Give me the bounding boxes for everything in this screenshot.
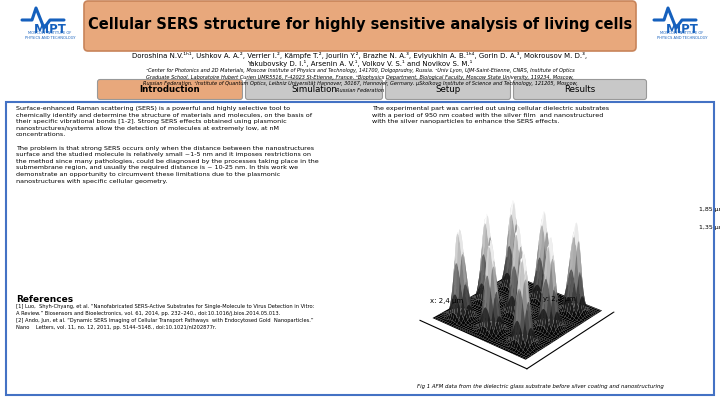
Text: ¹Center for Photonics and 2D Materials, Moscow Institute of Physics and Technolo: ¹Center for Photonics and 2D Materials, … [143, 68, 577, 93]
Text: 1,35 μm: 1,35 μm [699, 224, 720, 230]
FancyBboxPatch shape [97, 79, 243, 100]
Text: [2] Ando, Jun, et al. “Dynamic SERS Imaging of Cellular Transport Pathways  with: [2] Ando, Jun, et al. “Dynamic SERS Imag… [16, 318, 313, 330]
Text: MIPT: MIPT [665, 23, 698, 36]
FancyBboxPatch shape [385, 79, 510, 100]
Text: Simulation: Simulation [291, 85, 337, 94]
Text: The experimental part was carried out using cellular dielectric substrates
with : The experimental part was carried out us… [372, 106, 609, 124]
Text: Doroshina N.V.¹ʰ¹, Ushkov A. A.², Verrier I.², Kämpfe T.², Jourlin Y.², Brazhe N: Doroshina N.V.¹ʰ¹, Ushkov A. A.², Verrie… [132, 52, 588, 59]
FancyBboxPatch shape [246, 79, 382, 100]
Text: MOSCOW INSTITUTE OF
PHYSICS AND TECHNOLOGY: MOSCOW INSTITUTE OF PHYSICS AND TECHNOLO… [24, 31, 76, 40]
Text: Setup: Setup [436, 85, 461, 94]
Text: Surface-enhanced Raman scattering (SERS) is a powerful and highly selective tool: Surface-enhanced Raman scattering (SERS)… [16, 106, 319, 183]
Text: [1] Luo,  Shyh-Chyang, et al. “Nanofabricated SERS-Active Substrates for Single-: [1] Luo, Shyh-Chyang, et al. “Nanofabric… [16, 304, 315, 315]
Text: Fig 1 AFM data from the dielectric glass substrate before silver coating and nan: Fig 1 AFM data from the dielectric glass… [417, 384, 663, 389]
FancyBboxPatch shape [513, 79, 647, 100]
FancyBboxPatch shape [6, 102, 714, 395]
FancyBboxPatch shape [84, 1, 636, 51]
Text: MIPT: MIPT [34, 23, 66, 36]
Text: Introduction: Introduction [140, 85, 200, 94]
Text: References: References [16, 295, 73, 304]
Text: Results: Results [564, 85, 595, 94]
Text: MOSCOW INSTITUTE OF
PHYSICS AND TECHNOLOGY: MOSCOW INSTITUTE OF PHYSICS AND TECHNOLO… [657, 31, 707, 40]
Text: 1,85 μm: 1,85 μm [699, 207, 720, 213]
Text: Cellular SERS structure for highly sensitive analysis of living cells: Cellular SERS structure for highly sensi… [88, 17, 632, 32]
Text: Yakubovsky D. I.¹, Arsenin A. V.¹, Volkov V. S.¹ and Novikov S. M.¹: Yakubovsky D. I.¹, Arsenin A. V.¹, Volko… [247, 60, 473, 67]
